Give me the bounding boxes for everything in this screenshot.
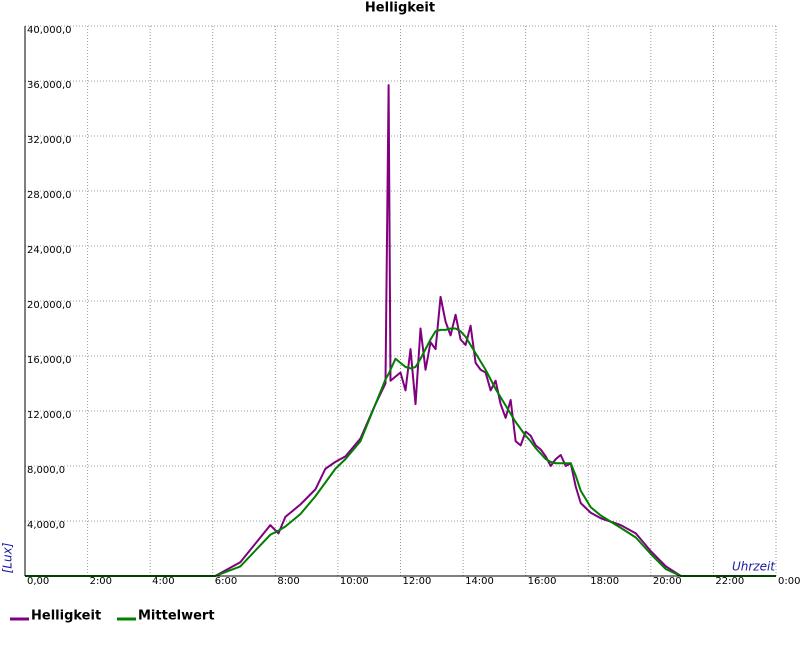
y-tick-label: 40,000,0 (27, 25, 72, 36)
x-tick-label: 8:00 (277, 576, 299, 587)
x-tick-label: 0,00 (27, 576, 49, 587)
legend: Helligkeit Mittelwert (10, 609, 215, 624)
x-tick-label: 0:00 (778, 576, 800, 587)
y-tick-label: 36,000,0 (27, 80, 72, 91)
data-line (25, 327, 776, 577)
x-tick-label: 22:00 (715, 576, 744, 587)
x-tick-label: 18:00 (590, 576, 619, 587)
x-tick-label: 14:00 (465, 576, 494, 587)
y-tick-label: 8,000,0 (27, 465, 65, 476)
x-tick-label: 20:00 (653, 576, 682, 587)
y-tick-label: 12,000,0 (27, 410, 72, 421)
x-tick-label: 4:00 (152, 576, 174, 587)
y-axis-title: [Lux] (1, 542, 15, 573)
y-tick-label: 4,000,0 (27, 520, 65, 531)
y-tick-label: 24,000,0 (27, 245, 72, 256)
y-tick-label: 16,000,0 (27, 355, 72, 366)
y-tick-label: 28,000,0 (27, 190, 72, 201)
grid (25, 25, 777, 576)
x-tick-label: 10:00 (340, 576, 369, 587)
chart-title: Helligkeit (365, 1, 435, 16)
y-tick-label: 20,000,0 (27, 300, 72, 311)
x-tick-label: 16:00 (528, 576, 557, 587)
x-tick-label: 6:00 (215, 576, 237, 587)
y-tick-label: 32,000,0 (27, 135, 72, 146)
x-tick-label: 12:00 (403, 576, 432, 587)
legend-label: Mittelwert (138, 609, 215, 624)
x-tick-label: 2:00 (90, 576, 112, 587)
plot-area (25, 84, 776, 577)
legend-label: Helligkeit (31, 609, 101, 624)
x-axis-title: Uhrzeit (732, 560, 776, 574)
